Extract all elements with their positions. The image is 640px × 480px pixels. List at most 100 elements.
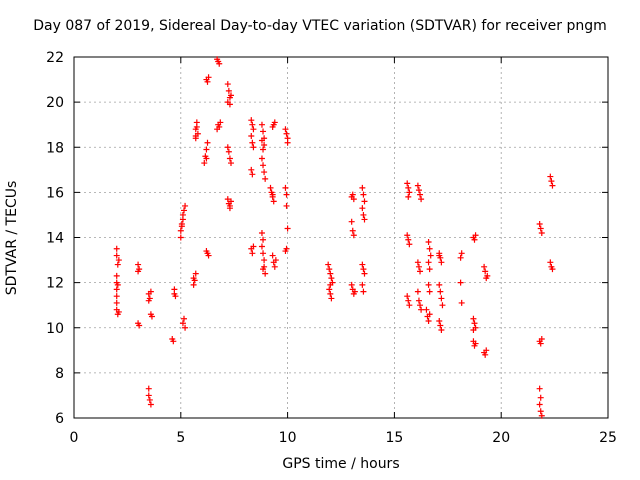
data-point xyxy=(148,313,155,320)
data-point xyxy=(250,126,257,133)
data-point xyxy=(113,293,120,300)
data-point xyxy=(348,218,355,225)
data-point xyxy=(262,175,269,182)
data-point xyxy=(205,74,212,81)
data-point xyxy=(250,243,257,250)
data-point xyxy=(349,227,356,234)
data-point xyxy=(226,155,233,162)
data-point xyxy=(328,295,335,302)
data-point xyxy=(415,263,422,270)
data-point xyxy=(405,297,412,304)
data-point xyxy=(458,299,465,306)
data-point xyxy=(472,340,479,347)
data-point xyxy=(405,184,412,191)
data-point xyxy=(414,182,421,189)
data-point xyxy=(536,401,543,408)
data-point xyxy=(258,155,265,162)
data-point xyxy=(437,322,444,329)
data-point xyxy=(224,99,231,106)
data-point xyxy=(350,196,357,203)
data-point xyxy=(147,288,154,295)
data-point xyxy=(177,234,184,241)
data-point xyxy=(414,288,421,295)
data-point xyxy=(471,236,478,243)
data-point xyxy=(350,232,357,239)
data-point xyxy=(418,196,425,203)
y-tick-label: 8 xyxy=(55,366,64,382)
x-tick-label: 25 xyxy=(599,430,617,446)
data-point xyxy=(203,146,210,153)
data-point xyxy=(113,252,120,259)
x-tick-label: 15 xyxy=(385,430,403,446)
data-point xyxy=(426,245,433,252)
data-point xyxy=(482,268,489,275)
data-point xyxy=(417,191,424,198)
data-point xyxy=(249,121,256,128)
data-point xyxy=(484,272,491,279)
data-point xyxy=(192,270,199,277)
data-point xyxy=(426,311,433,318)
data-point xyxy=(360,191,367,198)
data-point xyxy=(179,211,186,218)
data-point xyxy=(201,160,208,167)
data-point xyxy=(470,327,477,334)
data-point xyxy=(359,205,366,212)
data-point xyxy=(537,225,544,232)
data-point xyxy=(145,297,152,304)
data-point xyxy=(216,60,223,67)
data-point xyxy=(250,144,257,151)
data-point xyxy=(192,135,199,142)
data-point xyxy=(115,308,122,315)
data-point xyxy=(547,259,554,266)
data-point xyxy=(249,250,256,257)
data-point xyxy=(457,254,464,261)
data-point xyxy=(261,169,268,176)
data-point xyxy=(359,184,366,191)
data-point xyxy=(190,281,197,288)
data-point xyxy=(261,141,268,148)
data-point xyxy=(471,320,478,327)
x-tick-label: 5 xyxy=(176,430,185,446)
data-point xyxy=(325,261,332,268)
axis-ticks: 0 5 10 15 20 25 6 8 10 12 14 16 18 20 22 xyxy=(46,50,617,446)
data-point xyxy=(271,119,278,126)
data-point xyxy=(193,123,200,130)
data-point xyxy=(145,392,152,399)
data-point xyxy=(328,275,335,282)
data-point xyxy=(204,78,211,85)
data-point xyxy=(224,81,231,88)
data-point xyxy=(538,412,545,419)
data-point xyxy=(359,281,366,288)
data-point xyxy=(329,279,336,286)
data-point xyxy=(283,202,290,209)
data-point xyxy=(439,302,446,309)
data-point xyxy=(114,281,121,288)
data-point xyxy=(115,257,122,264)
data-point xyxy=(258,121,265,128)
data-point xyxy=(414,259,421,266)
data-point xyxy=(226,202,233,209)
data-point xyxy=(147,401,154,408)
data-point xyxy=(114,261,121,268)
x-tick-label: 10 xyxy=(279,430,297,446)
data-point xyxy=(190,275,197,282)
data-point xyxy=(258,243,265,250)
data-point xyxy=(438,295,445,302)
y-tick-label: 20 xyxy=(46,95,64,111)
data-point xyxy=(425,259,432,266)
y-tick-label: 6 xyxy=(55,411,64,427)
data-point xyxy=(405,236,412,243)
data-point xyxy=(438,327,445,334)
data-point xyxy=(203,155,210,162)
data-point xyxy=(415,297,422,304)
data-point xyxy=(227,198,234,205)
data-point xyxy=(261,257,268,264)
data-point xyxy=(536,385,543,392)
data-point xyxy=(271,263,278,270)
data-point xyxy=(283,245,290,252)
data-point xyxy=(225,148,232,155)
data-point xyxy=(260,236,267,243)
data-point xyxy=(404,180,411,187)
data-point xyxy=(415,187,422,194)
data-point xyxy=(426,266,433,273)
